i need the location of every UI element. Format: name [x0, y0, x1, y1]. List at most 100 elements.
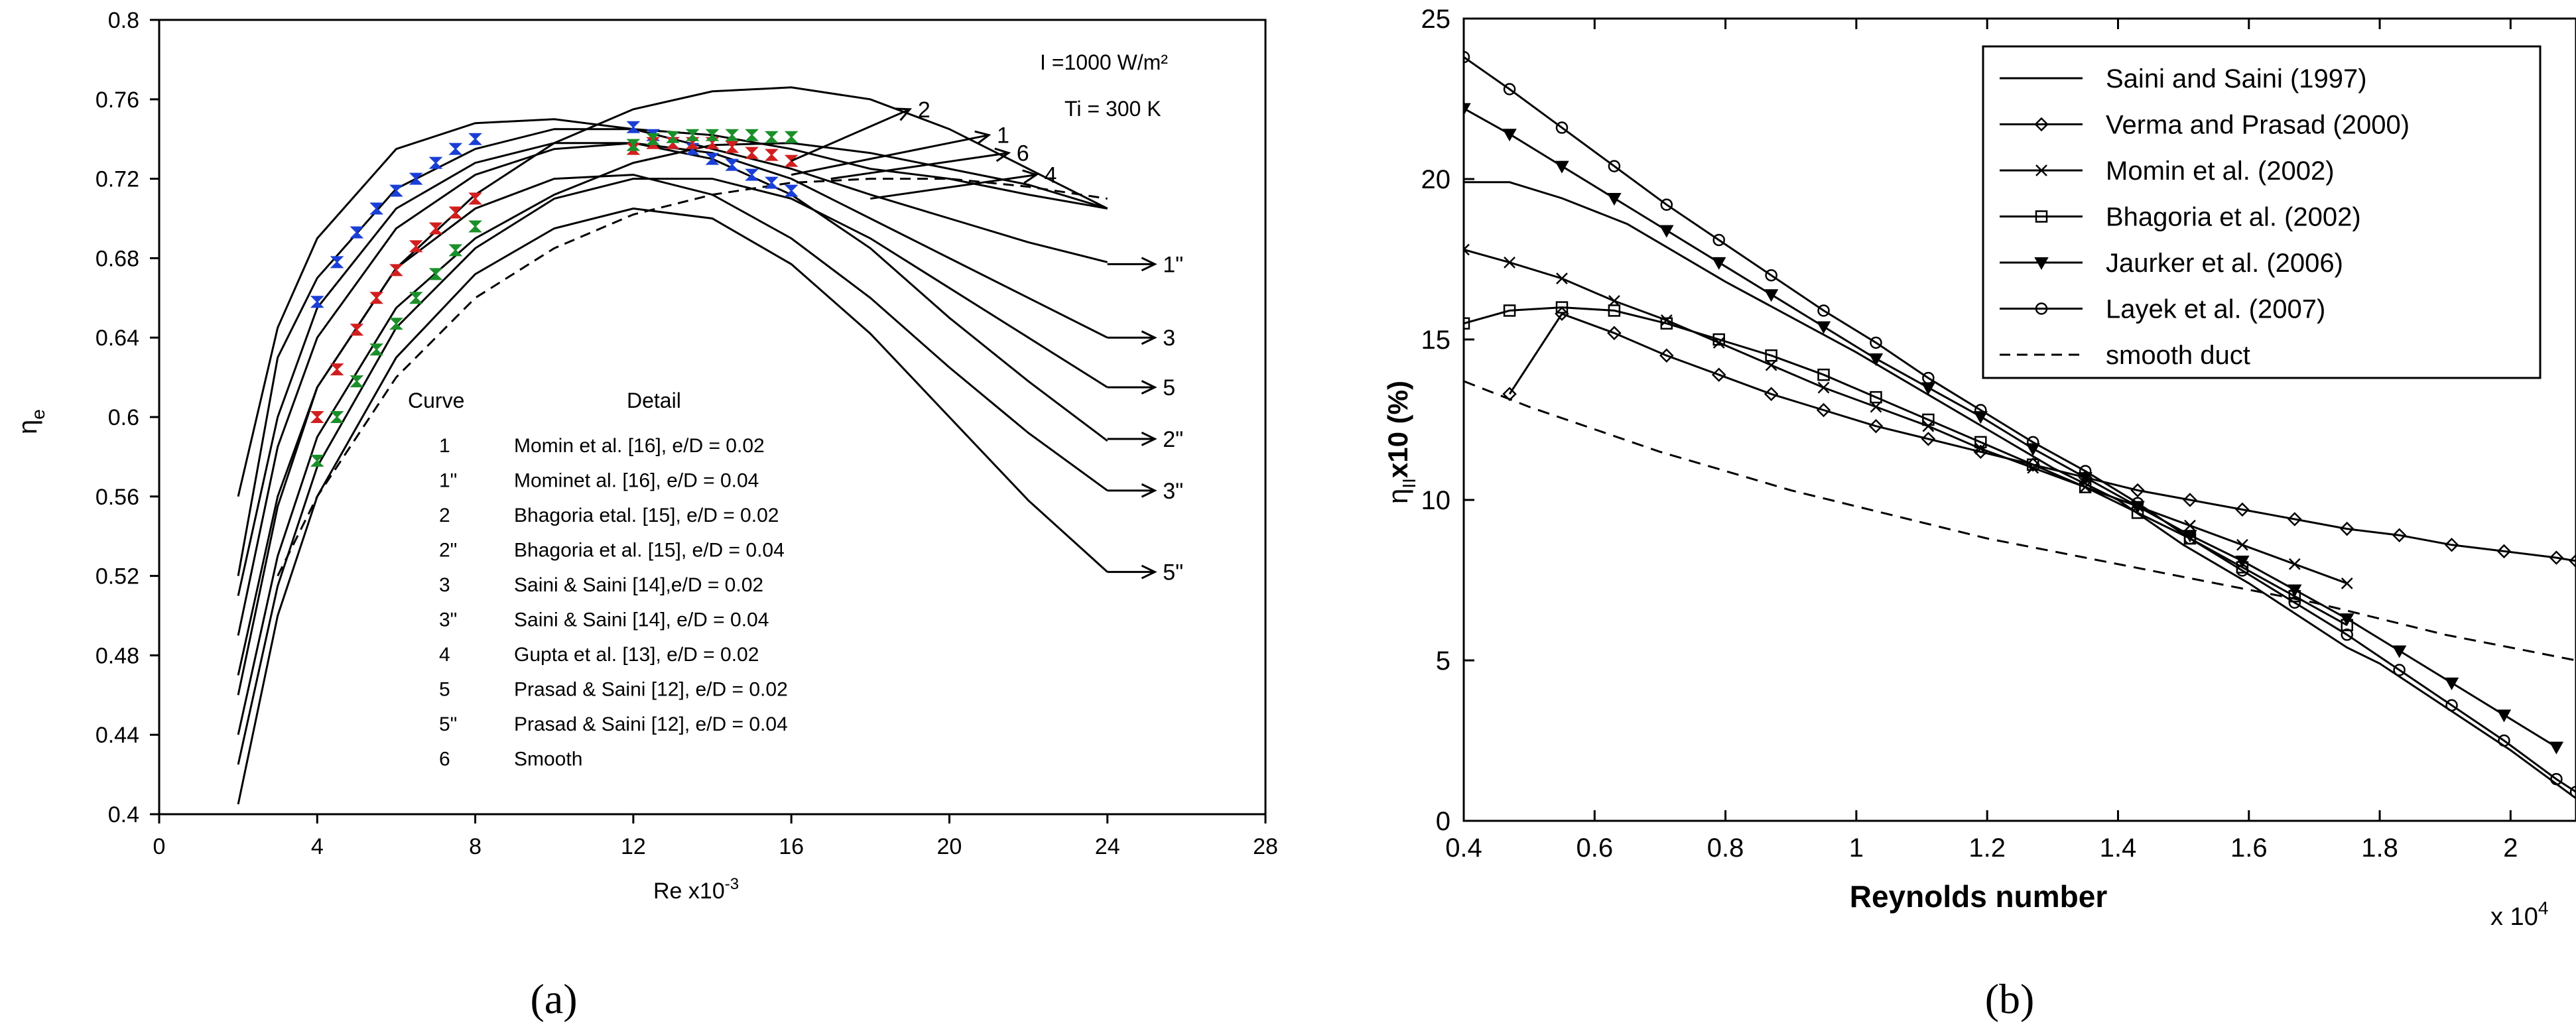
panel-a-arrow-1: 1: [791, 123, 1009, 176]
panel-b-point-1: [1555, 306, 1569, 322]
panel-b-point-4: [2287, 584, 2302, 597]
panel-a-table-curve-detail: Saini & Saini [14], e/D = 0.04: [514, 609, 769, 631]
panel-b-point-3: [1922, 413, 1935, 426]
panel-a-marker-red: [409, 240, 423, 253]
panel-b-y-tick-label: 15: [1421, 326, 1451, 355]
panel-b-point-5: [2183, 532, 2197, 545]
panel-a-marker-green: [448, 244, 463, 257]
panel-b-legend-entry: Layek et al. (2007): [2000, 295, 2325, 324]
panel-b-legend-entry: Momin et al. (2002): [2000, 156, 2335, 186]
panel-a-marker-blue: [626, 121, 641, 133]
panel-a-arrow-6: 5: [1107, 375, 1175, 400]
panel-a-table-header-detail: Detail: [627, 389, 681, 412]
panel-b-point-3: [1464, 317, 1470, 330]
panel-b-x-tick-label: 1.8: [2361, 833, 2398, 863]
panel-a-arrow-label: 5: [1163, 375, 1175, 400]
panel-a-table-curve-detail: Bhagoria et al. [15], e/D = 0.04: [514, 540, 785, 562]
panel-b-line-1: [1508, 312, 2576, 562]
panel-a-marker-blue: [330, 256, 344, 269]
panel-a-marker-green: [389, 318, 403, 330]
panel-a-curve-4: [237, 142, 1108, 735]
panel-a-table-curve-id: 4: [439, 644, 450, 666]
panel-a-arrow-label: 3: [1163, 326, 1175, 351]
panel-b-point-2: [2027, 461, 2039, 474]
panel-a-x-tick-label: 0: [153, 834, 166, 859]
panel-b-point-1: [2130, 483, 2145, 498]
panel-a-arrow-0: 2: [791, 97, 931, 162]
panel-a-marker-green: [784, 131, 799, 143]
panel-a-marker-red: [369, 292, 384, 304]
panel-a-marker-green: [350, 375, 364, 388]
panel-b-point-4: [2340, 613, 2354, 627]
panel-b-point-5: [1503, 83, 1516, 95]
panel-b-series-2: [1464, 243, 2353, 589]
panel-a-y-tick-label: 0.68: [96, 246, 139, 271]
panel-b-x-tick-label: 0.4: [1445, 833, 1482, 863]
panel-b-point-3: [2026, 458, 2039, 471]
panel-b-point-1: [2235, 502, 2250, 517]
panel-b-legend-entry: Jaurker et al. (2006): [2000, 249, 2343, 278]
panel-a-table-curve-id: 1": [439, 470, 457, 492]
panel-b-y-tick-label: 25: [1421, 5, 1451, 34]
panel-b-point-2: [2341, 577, 2353, 589]
panel-a-label: (a): [530, 975, 577, 1022]
panel-b-point-1: [2549, 550, 2564, 565]
panel-a-condition-temperature: Ti = 300 K: [1064, 97, 1161, 121]
panel-b-point-5: [2131, 497, 2144, 510]
panel-b-point-5: [1870, 336, 1882, 349]
panel-a-marker-green: [369, 343, 384, 356]
panel-a-chart: 0 4 8 12 16 20 24 280.40.440.480.520.560.60.640…: [13, 8, 1278, 1022]
panel-b-line-5: [1464, 56, 2576, 793]
panel-b-point-1: [1659, 348, 1674, 363]
panel-a-marker-blue: [310, 296, 324, 308]
panel-b-x-multiplier: x 104: [2490, 898, 2548, 931]
panel-a-y-tick-label: 0.76: [96, 88, 139, 113]
panel-b-series-0: [1464, 181, 2576, 800]
panel-a-x-tick-label: 16: [779, 834, 804, 859]
panel-b-legend-label: Momin et al. (2002): [2106, 156, 2335, 186]
panel-a-x-tick-label: 8: [469, 834, 482, 859]
panel-a-arrow-9: 5": [1107, 560, 1183, 585]
panel-a-table-curve-detail: Prasad & Saini [12], e/D = 0.04: [514, 713, 788, 735]
panel-a-marker-blue: [409, 172, 423, 185]
panel-b-point-3: [1712, 333, 1725, 346]
panel-a-y-tick-label: 0.44: [96, 723, 139, 748]
panel-b-point-5: [1765, 269, 1777, 282]
panel-a-y-tick-label: 0.72: [96, 167, 139, 192]
panel-a-marker-red: [745, 147, 759, 159]
panel-a-curve-6: [277, 178, 1108, 577]
panel-b-x-tick-label: 1.4: [2100, 833, 2137, 863]
panel-b-point-4: [1764, 289, 1779, 302]
panel-a-marker-green: [705, 129, 720, 141]
panel-a-y-tick-label: 0.52: [96, 564, 139, 589]
panel-a-arrow-label: 6: [1017, 141, 1029, 166]
panel-a-marker-blue: [705, 152, 720, 165]
panel-b-point-1: [1921, 432, 1936, 446]
panel-a-marker-red: [389, 264, 403, 276]
panel-b-y-tick-label: 5: [1436, 646, 1450, 676]
panel-a-marker-green: [330, 411, 344, 423]
panel-b-x-axis-label: Reynolds number: [1850, 879, 2108, 914]
panel-b-legend-box: [1982, 45, 2542, 379]
panel-b-y-axis-label: ηIIx10 (%): [1382, 381, 1419, 504]
panel-a-marker-green: [310, 454, 324, 467]
panel-b-point-1: [1816, 402, 1831, 418]
panel-b-label: (b): [1985, 975, 2035, 1022]
panel-a-table-curve-id: 3": [439, 609, 457, 631]
panel-b-legend-entry: Bhagoria et al. (2002): [2000, 203, 2361, 232]
panel-b-point-2: [2288, 558, 2301, 570]
panel-a-marker-green: [666, 131, 680, 143]
panel-b-series-5: [1464, 50, 2576, 798]
panel-a-table-curve-id: 2: [439, 505, 450, 526]
panel-b-point-4: [1868, 353, 1884, 367]
panel-a-table-curve-detail: Saini & Saini [14],e/D = 0.02: [514, 574, 763, 596]
panel-a-marker-red: [350, 324, 364, 336]
panel-b-point-5: [1974, 404, 1987, 416]
panel-a-y-tick-label: 0.8: [108, 8, 139, 33]
panel-a-y-tick-label: 0.4: [108, 802, 139, 827]
panel-b-x-tick-label: 1.2: [1968, 833, 2006, 863]
panel-b-point-3: [1608, 304, 1621, 317]
panel-b-plot-frame: [1462, 17, 2576, 822]
panel-b-legend-label: smooth duct: [2106, 341, 2250, 370]
panel-a-marker-green: [468, 220, 482, 233]
